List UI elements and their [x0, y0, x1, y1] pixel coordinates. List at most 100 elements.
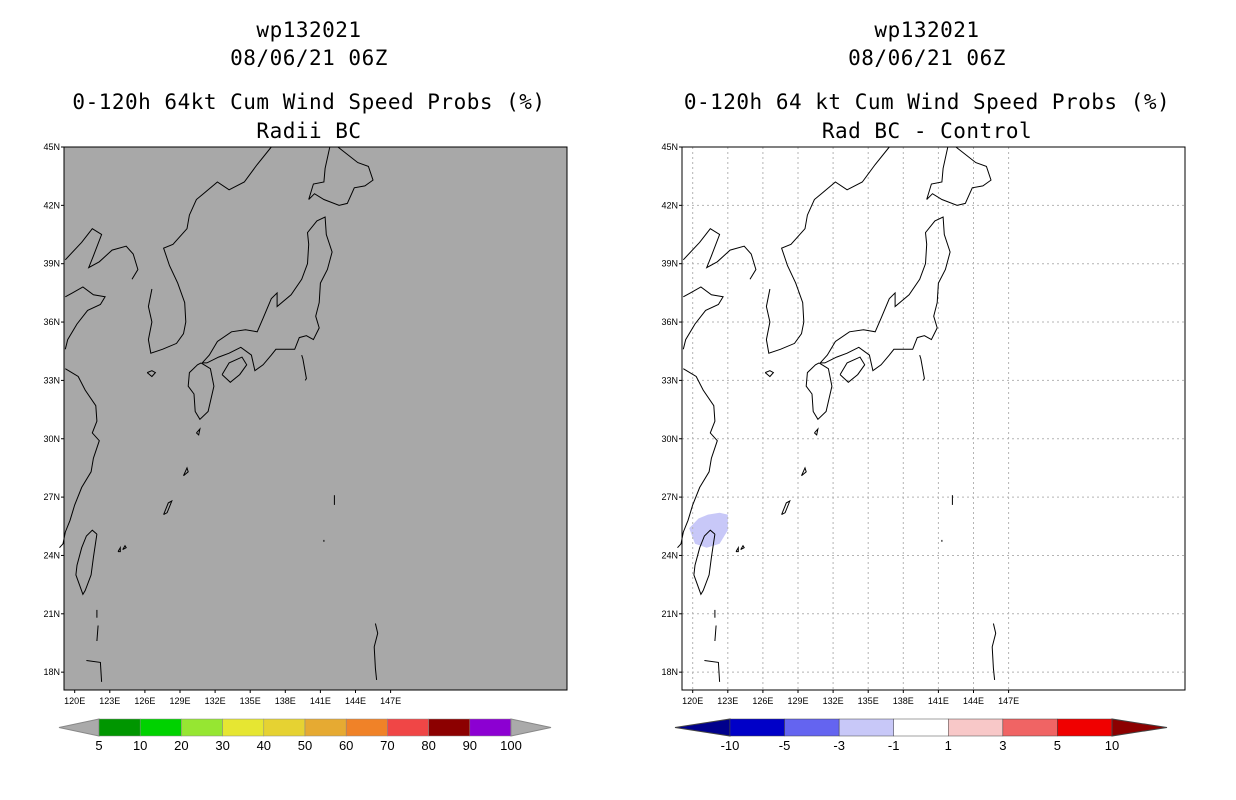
lat-label: 18N — [43, 667, 60, 677]
colorbar: 5 10 20 30 40 50 60 70 80 90 100 — [58, 718, 552, 753]
map-background — [682, 147, 1185, 690]
lon-label: 123E — [99, 696, 120, 706]
colorbar-label: 30 — [215, 738, 229, 753]
colorbar-label: 70 — [380, 738, 394, 753]
coastline — [682, 228, 757, 280]
coastline — [991, 623, 997, 680]
colorbar-swatch — [893, 718, 949, 737]
colorbar-swatch — [387, 718, 429, 737]
coastline — [714, 625, 717, 642]
colorbar-end-left — [674, 718, 731, 737]
storm-id: wp132021 — [256, 18, 362, 42]
colorbar-label: 3 — [999, 738, 1006, 753]
coastline — [819, 216, 951, 372]
forecast-datetime: 08/06/21 06Z — [848, 46, 1006, 70]
storm-id: wp132021 — [874, 18, 980, 42]
lat-label: 21N — [43, 609, 60, 619]
lon-label: 147E — [998, 696, 1019, 706]
lon-label: 141E — [928, 696, 949, 706]
map-svg: 45N 42N 39N 36N 33N 30N 27N 24N 21N 18N 120E 123E 12… — [43, 142, 568, 753]
colorbar-swatch — [98, 718, 141, 737]
lat-label: 45N — [661, 142, 678, 152]
colorbar-end-right — [510, 718, 552, 737]
map-svg: 45N 42N 39N 36N 33N 30N 27N 24N 21N 18N 120E 123E 12… — [661, 142, 1186, 753]
colorbar-swatch — [222, 718, 265, 737]
probability-anomaly-area — [689, 512, 728, 548]
colorbar-swatch — [729, 718, 785, 737]
coastline — [814, 427, 819, 436]
lon-label: 141E — [310, 696, 331, 706]
left-panel: wp132021 08/06/21 06Z 0-120h 64kt Cum Wi… — [43, 18, 568, 753]
lat-label: 39N — [43, 259, 60, 269]
coastline — [86, 660, 103, 682]
colorbar-label: 5 — [1054, 738, 1061, 753]
coastline — [163, 499, 173, 516]
lat-label: 36N — [661, 317, 678, 327]
colorbar-label: -3 — [833, 738, 845, 753]
lat-label: 36N — [43, 317, 60, 327]
lat-label: 42N — [661, 200, 678, 210]
colorbar-label: -5 — [779, 738, 791, 753]
coastline — [146, 370, 157, 378]
coastline — [682, 286, 724, 350]
lon-label: 132E — [823, 696, 844, 706]
coastline — [740, 544, 745, 551]
lat-label: 21N — [661, 609, 678, 619]
lat-label: 39N — [661, 259, 678, 269]
colorbar-label: 90 — [463, 738, 477, 753]
lon-label: 144E — [345, 696, 366, 706]
coastline — [187, 362, 215, 421]
forecast-datetime: 08/06/21 06Z — [230, 46, 388, 70]
lon-label: 132E — [205, 696, 226, 706]
coastline — [75, 529, 98, 596]
coastline — [839, 356, 866, 383]
map-subtitle: Rad BC - Control — [821, 119, 1033, 143]
colorbar-swatch — [304, 718, 347, 737]
colorbar-label: 80 — [421, 738, 435, 753]
coastline — [59, 368, 100, 549]
lon-label: 126E — [134, 696, 155, 706]
lat-label: 24N — [43, 550, 60, 560]
coastline — [96, 625, 99, 642]
colorbar-swatch — [181, 718, 223, 737]
colorbar-swatch — [428, 718, 471, 737]
colorbar-swatch — [784, 718, 840, 737]
lon-label: 135E — [240, 696, 261, 706]
coastline — [693, 529, 716, 596]
right-panel: wp132021 08/06/21 06Z 0-120h 64 kt Cum W… — [618, 0, 1236, 800]
coastline — [373, 623, 379, 680]
colorbar-label: 20 — [174, 738, 188, 753]
coastline — [677, 368, 718, 549]
colorbar-end-right — [1111, 718, 1168, 737]
colorbar-label: -10 — [721, 738, 740, 753]
lon-label: 147E — [380, 696, 401, 706]
colorbar-swatch — [1057, 718, 1113, 737]
lat-label: 30N — [661, 434, 678, 444]
coastline — [221, 356, 248, 383]
colorbar-label: 10 — [1105, 738, 1119, 753]
lon-label: 120E — [682, 696, 703, 706]
colorbar-label: 50 — [298, 738, 312, 753]
colorbar-swatch — [469, 718, 512, 737]
coastline — [196, 427, 201, 436]
coastline — [919, 354, 925, 381]
lat-label: 27N — [43, 492, 60, 502]
colorbar-swatch — [139, 718, 182, 737]
coastline — [801, 466, 807, 477]
lat-label: 33N — [661, 375, 678, 385]
lat-label: 42N — [43, 200, 60, 210]
coastline — [781, 499, 791, 516]
map-frame — [681, 146, 1186, 691]
coastline — [308, 146, 374, 206]
lon-label: 126E — [752, 696, 773, 706]
map-area: 45N 42N 39N 36N 33N 30N 27N 24N 21N 18N 120E 123E 12… — [43, 142, 568, 706]
colorbar-label: 100 — [500, 738, 522, 753]
lon-label: 135E — [858, 696, 879, 706]
lat-label: 45N — [43, 142, 60, 152]
coastline — [704, 660, 721, 682]
lon-label: 129E — [787, 696, 808, 706]
lon-label: 123E — [717, 696, 738, 706]
coastline — [64, 228, 139, 280]
coastline — [805, 362, 833, 421]
lat-label: 24N — [661, 550, 678, 560]
